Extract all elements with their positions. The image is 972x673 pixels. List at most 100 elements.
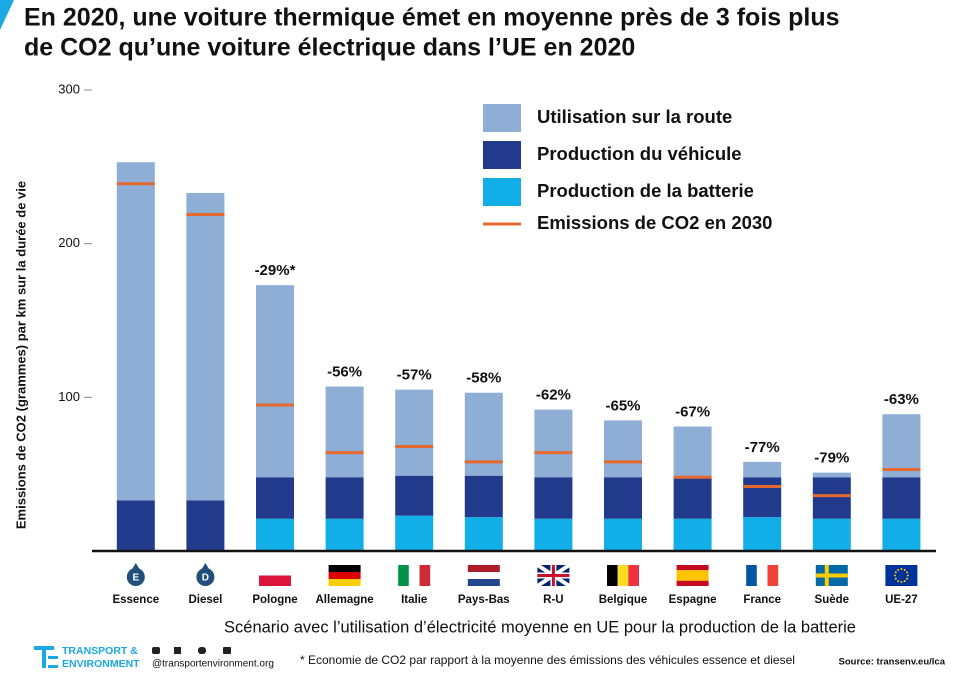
x-tick-label: Diesel	[188, 594, 222, 606]
bar-segment	[882, 477, 921, 519]
flag	[676, 570, 709, 576]
y-tick-label: 100	[58, 389, 80, 404]
annotation: -57%	[397, 367, 432, 384]
x-tick-label: Belgique	[599, 594, 648, 606]
social-icons	[152, 647, 231, 654]
x-tick-label: Essence	[112, 594, 159, 606]
x-tick-label: Espagne	[669, 594, 717, 606]
bar-segment	[186, 192, 225, 501]
fuel-letter: D	[202, 573, 209, 584]
annotation: -29%*	[255, 262, 296, 279]
bar-segment	[534, 518, 573, 551]
corner-mark	[0, 0, 14, 30]
bar-segment	[256, 518, 294, 551]
flag	[897, 580, 900, 583]
flag	[903, 568, 906, 571]
flag	[906, 577, 909, 580]
flag	[906, 571, 909, 574]
x-tick-label: Allemagne	[316, 594, 374, 606]
bar-segment	[673, 426, 712, 478]
bar-segment	[534, 409, 573, 478]
flag	[259, 575, 291, 586]
flag	[607, 565, 618, 586]
bar-segment	[395, 515, 434, 551]
annotation: -65%	[605, 397, 640, 414]
flag	[903, 580, 906, 583]
legend-label: Production du véhicule	[537, 143, 742, 164]
flag	[756, 565, 768, 586]
flag	[408, 565, 420, 586]
bar-segment	[116, 500, 155, 551]
annotation: -56%	[327, 364, 362, 381]
legend-label: Emissions de CO2 en 2030	[537, 212, 772, 233]
flag	[467, 565, 500, 572]
bar-segment	[604, 518, 642, 551]
bar-segment	[395, 475, 434, 516]
bar-segment	[325, 477, 364, 519]
flag	[815, 565, 848, 586]
x-tick-label: Suède	[815, 594, 850, 606]
flag	[676, 575, 709, 581]
flag	[900, 568, 903, 570]
flag	[885, 565, 918, 586]
bar-segment	[743, 477, 782, 518]
legend-label: Utilisation sur la route	[537, 106, 732, 127]
bar-segment	[464, 517, 503, 551]
y-tick-label: 300	[58, 81, 80, 96]
org-name: TRANSPORT &	[62, 645, 138, 657]
flag	[746, 565, 757, 586]
bar-segment	[882, 518, 921, 551]
legend-swatch	[483, 104, 521, 132]
legend-label: Production de la batterie	[537, 180, 754, 201]
bar-segment	[186, 500, 225, 551]
flag	[537, 565, 570, 586]
source: Source: transenv.eu/lca	[839, 657, 946, 668]
annotation: -79%	[814, 450, 849, 467]
flag	[906, 574, 909, 577]
flag	[617, 565, 629, 586]
fuel-icon	[199, 563, 212, 573]
fuel-letter: E	[132, 573, 139, 584]
flag	[328, 565, 361, 572]
flag	[676, 565, 709, 571]
chart-title: de CO2 qu’une voiture électrique dans l’…	[24, 34, 635, 62]
bar-segment	[673, 477, 712, 519]
bar-segment	[743, 517, 782, 551]
bar-segment	[882, 414, 921, 478]
flag	[467, 572, 500, 579]
flag	[894, 571, 897, 574]
bar-segment	[395, 389, 434, 476]
bar-segment	[464, 475, 503, 518]
bar-segment	[812, 477, 851, 519]
flag	[328, 579, 361, 586]
annotation: -67%	[675, 403, 710, 420]
flag	[467, 579, 500, 586]
bar-segment	[325, 386, 364, 478]
flag	[894, 577, 897, 580]
flag	[398, 565, 409, 586]
bar-segment	[325, 518, 364, 551]
flag	[893, 574, 896, 577]
bar-segment	[604, 477, 642, 519]
flag	[767, 565, 779, 586]
annotation: -58%	[466, 370, 501, 387]
flag	[328, 572, 361, 579]
x-axis-label: Scénario avec l’utilisation d’électricit…	[224, 618, 856, 636]
bar-segment	[743, 461, 782, 478]
y-axis-label: Emissions de CO2 (grammes) par km sur la…	[13, 181, 28, 529]
bar-segment	[812, 518, 851, 551]
x-tick-label: UE-27	[885, 594, 918, 606]
flag	[676, 580, 709, 586]
x-tick-label: Pologne	[252, 594, 297, 606]
logo	[34, 646, 58, 668]
flag	[628, 565, 639, 586]
flag	[259, 565, 291, 576]
x-tick-label: Pays-Bas	[458, 594, 510, 606]
bar-segment	[604, 420, 642, 478]
bar-segment	[812, 472, 851, 478]
flag	[897, 568, 900, 571]
flag	[900, 581, 903, 583]
org-handle: @transportenvironment.org	[152, 659, 274, 670]
org-name: ENVIRONMENT	[62, 658, 140, 670]
